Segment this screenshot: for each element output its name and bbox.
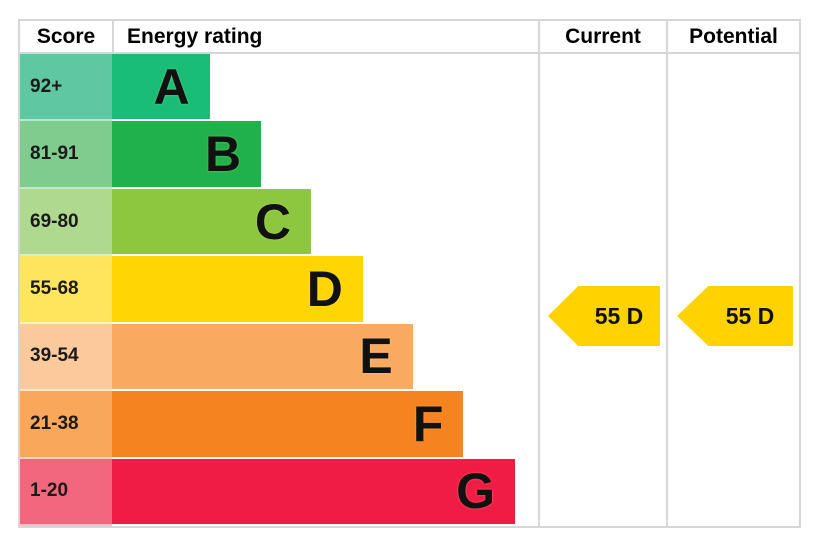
rating-letter-b: B (204, 126, 242, 183)
rating-row-d: D (112, 256, 538, 324)
potential-column: 55 D (666, 54, 799, 526)
rating-bar-g: G (112, 458, 515, 524)
rating-row-c: C (112, 188, 538, 257)
rating-row-e: E (112, 323, 538, 392)
header-potential: Potential (666, 21, 799, 54)
score-band-d: 55-68 (20, 256, 112, 324)
header-score: Score (20, 21, 112, 54)
current-rating-arrow: 55 D (548, 286, 660, 346)
rating-bar-f: F (112, 391, 464, 457)
potential-rating-arrow: 55 D (677, 286, 793, 346)
score-band-g: 1-20 (20, 458, 112, 526)
rating-bar-e: E (112, 323, 413, 390)
score-band-b: 81-91 (20, 121, 112, 189)
rating-letter-g: G (456, 463, 495, 520)
header-current: Current (538, 21, 666, 54)
current-column: 55 D (538, 54, 666, 526)
rating-bar-b: B (112, 121, 262, 187)
rating-letter-e: E (359, 328, 393, 385)
rating-letter-a: A (153, 58, 190, 115)
rating-letter-d: D (306, 260, 343, 317)
score-band-e: 39-54 (20, 323, 112, 392)
rating-bar-c: C (112, 188, 311, 255)
header-energy-rating: Energy rating (112, 21, 538, 54)
score-band-a: 92+ (20, 54, 112, 122)
rating-letter-f: F (412, 395, 444, 452)
rating-bar-d: D (112, 256, 363, 322)
rating-row-a: A (112, 54, 538, 122)
rating-row-g: G (112, 458, 538, 526)
epc-table: Score Energy rating Current Potential 92… (18, 19, 801, 528)
score-band-f: 21-38 (20, 391, 112, 459)
rating-row-b: B (112, 121, 538, 189)
score-band-c: 69-80 (20, 188, 112, 257)
rating-letter-c: C (254, 193, 291, 250)
rating-bar-a: A (112, 54, 210, 120)
rating-row-f: F (112, 391, 538, 459)
